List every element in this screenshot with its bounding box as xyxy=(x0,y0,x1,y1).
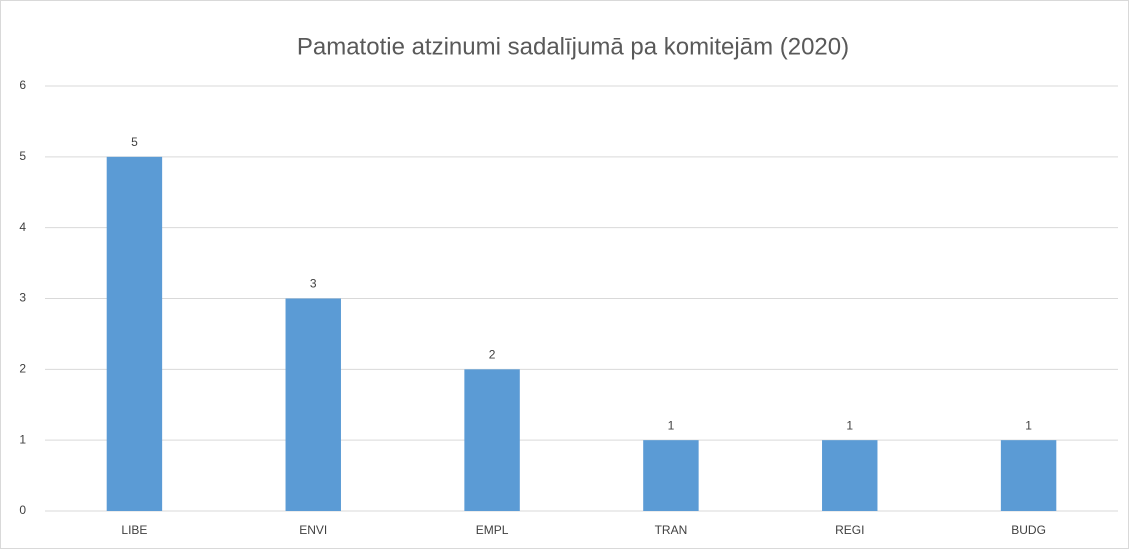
bar xyxy=(822,440,878,511)
data-label: 1 xyxy=(668,418,675,432)
data-label: 1 xyxy=(846,418,853,432)
x-tick-label: TRAN xyxy=(655,523,688,537)
data-label: 2 xyxy=(489,348,496,362)
y-tick-label: 5 xyxy=(19,149,26,163)
x-tick-label: LIBE xyxy=(121,523,147,537)
bar xyxy=(464,369,520,511)
y-tick-label: 2 xyxy=(19,362,26,376)
x-tick-label: EMPL xyxy=(476,523,509,537)
bar xyxy=(106,156,163,512)
y-tick-label: 3 xyxy=(19,291,26,305)
y-tick-label: 6 xyxy=(19,78,26,92)
x-tick-label: BUDG xyxy=(1011,523,1046,537)
data-label: 3 xyxy=(310,277,317,291)
bar xyxy=(285,298,341,511)
x-tick-label: ENVI xyxy=(299,523,327,537)
data-label: 1 xyxy=(1025,418,1032,432)
y-tick-label: 1 xyxy=(19,432,26,446)
x-tick-label: REGI xyxy=(835,523,864,537)
bar xyxy=(1000,440,1057,511)
y-tick-label: 0 xyxy=(19,503,26,517)
bar xyxy=(643,440,699,511)
y-tick-label: 4 xyxy=(19,220,26,234)
data-label: 5 xyxy=(131,135,138,149)
chart-title: Pamatotie atzinumi sadalījumā pa komitej… xyxy=(297,33,849,60)
